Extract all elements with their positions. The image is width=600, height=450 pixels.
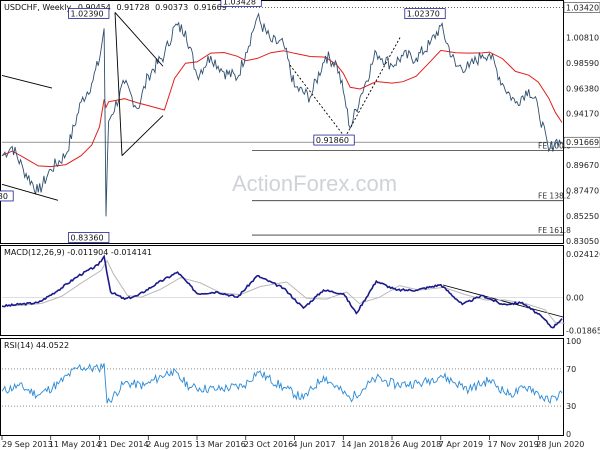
x-tick-label: 7 Apr 2019 (439, 440, 483, 449)
x-tick-label: 26 Aug 2018 (390, 440, 441, 449)
macd-layer (1, 254, 566, 329)
x-tick-label: 28 Jun 2020 (536, 440, 584, 449)
fib-level-label: FE 161.8 (538, 226, 571, 235)
price-y-tick: 0.89670 (566, 161, 599, 170)
x-tick-label: 2 Aug 2015 (146, 440, 192, 449)
fib-level-label: FE 100.0 (538, 142, 571, 151)
price-series-layer (1, 12, 563, 217)
price-label-box (0, 190, 14, 202)
price-label-box (313, 134, 355, 146)
macd-header: MACD(12,26,9) -0.011904 -0.014141 (4, 248, 152, 257)
price-levels-layer: FE 100.0 FE 138.2 FE 161.8 (2, 7, 571, 236)
ohlc-low: 0.90373 (155, 3, 188, 12)
price-y-tick: 1.00810 (566, 33, 599, 42)
macd-y-tick: 0.024126 (566, 250, 600, 259)
trendline (1, 183, 59, 201)
symbol-header: USDCHF, Weekly (4, 3, 72, 12)
price-label: .86980 (0, 192, 8, 201)
price-y-tick: 0.94170 (566, 110, 599, 119)
price-label: 0.83360 (71, 233, 104, 242)
moving-average-line (1, 49, 563, 168)
trendline (121, 115, 164, 156)
price-y-tick: 0.98590 (566, 59, 599, 68)
fib-level-label: FE 138.2 (538, 192, 571, 201)
price-y-tick: 0.96380 (566, 84, 599, 93)
price-y-tick: 0.85250 (566, 212, 599, 221)
macd-panel-frame (0, 245, 564, 336)
price-y-tick: 0.83050 (566, 237, 599, 246)
macd-y-tick: 0.00 (566, 293, 584, 302)
trendline (1, 74, 53, 89)
rsi-y-tick: 0 (566, 430, 571, 439)
ohlc-high: 0.91728 (116, 3, 149, 12)
x-tick-label: 29 Sep 2013 (2, 440, 53, 449)
price-label-box (68, 8, 110, 19)
ohlc-open: 0.90454 (78, 3, 111, 12)
watermark: ActionForex.com (232, 171, 397, 196)
rsi-y-tick: 30 (566, 402, 576, 411)
macd-line (1, 254, 563, 329)
price-series-line (1, 12, 563, 217)
x-tick-label: 13 Mar 2016 (195, 440, 246, 449)
price-y-tick: 0.91669 (566, 138, 599, 147)
price-label: 0.91860 (316, 136, 349, 145)
price-label-box (404, 8, 446, 19)
x-tick-label: 21 Dec 2014 (98, 440, 149, 449)
price-labels-layer: 1.02390 1.03428 1.02370 0.91860 .86980 0.8336… (0, 0, 446, 243)
rsi-header: RSI(14) 44.0522 (4, 341, 69, 350)
trendline (289, 64, 346, 138)
trendline (344, 37, 401, 138)
x-tick-label: 17 Nov 2019 (488, 440, 539, 449)
rsi-panel-frame (0, 338, 564, 436)
rsi-line (1, 362, 563, 404)
price-y-tick: 0.87470 (566, 186, 599, 195)
trendline (114, 12, 164, 67)
price-label: 1.02390 (71, 9, 104, 18)
rsi-y-tick: 70 (566, 365, 576, 374)
macd-trendline (442, 284, 564, 318)
price-tick-box (563, 136, 600, 148)
x-tick-label: 23 Oct 2016 (244, 440, 293, 449)
macd-y-tick: -0.018657 (566, 327, 600, 336)
rsi-layer (1, 362, 563, 407)
x-tick-label: 14 Jan 2018 (341, 440, 389, 449)
price-y-tick: 1.03420 (566, 4, 599, 13)
price-label: 1.02370 (407, 10, 440, 19)
price-panel-header: USDCHF, Weekly 0.90454 0.91728 0.90373 0… (4, 3, 227, 12)
price-label-box (68, 232, 110, 243)
x-tick-label: 4 Jun 2017 (293, 440, 336, 449)
price-panel-frame (0, 0, 564, 244)
price-label-box (220, 0, 262, 7)
rsi-y-tick: 100 (566, 337, 581, 346)
macd-signal-line (4, 259, 566, 324)
trendline (114, 12, 123, 156)
x-tick-label: 11 May 2014 (49, 440, 101, 449)
price-label: 1.03428 (223, 0, 256, 6)
ohlc-close: 0.91669 (194, 3, 227, 12)
price-tick-box (563, 2, 600, 13)
